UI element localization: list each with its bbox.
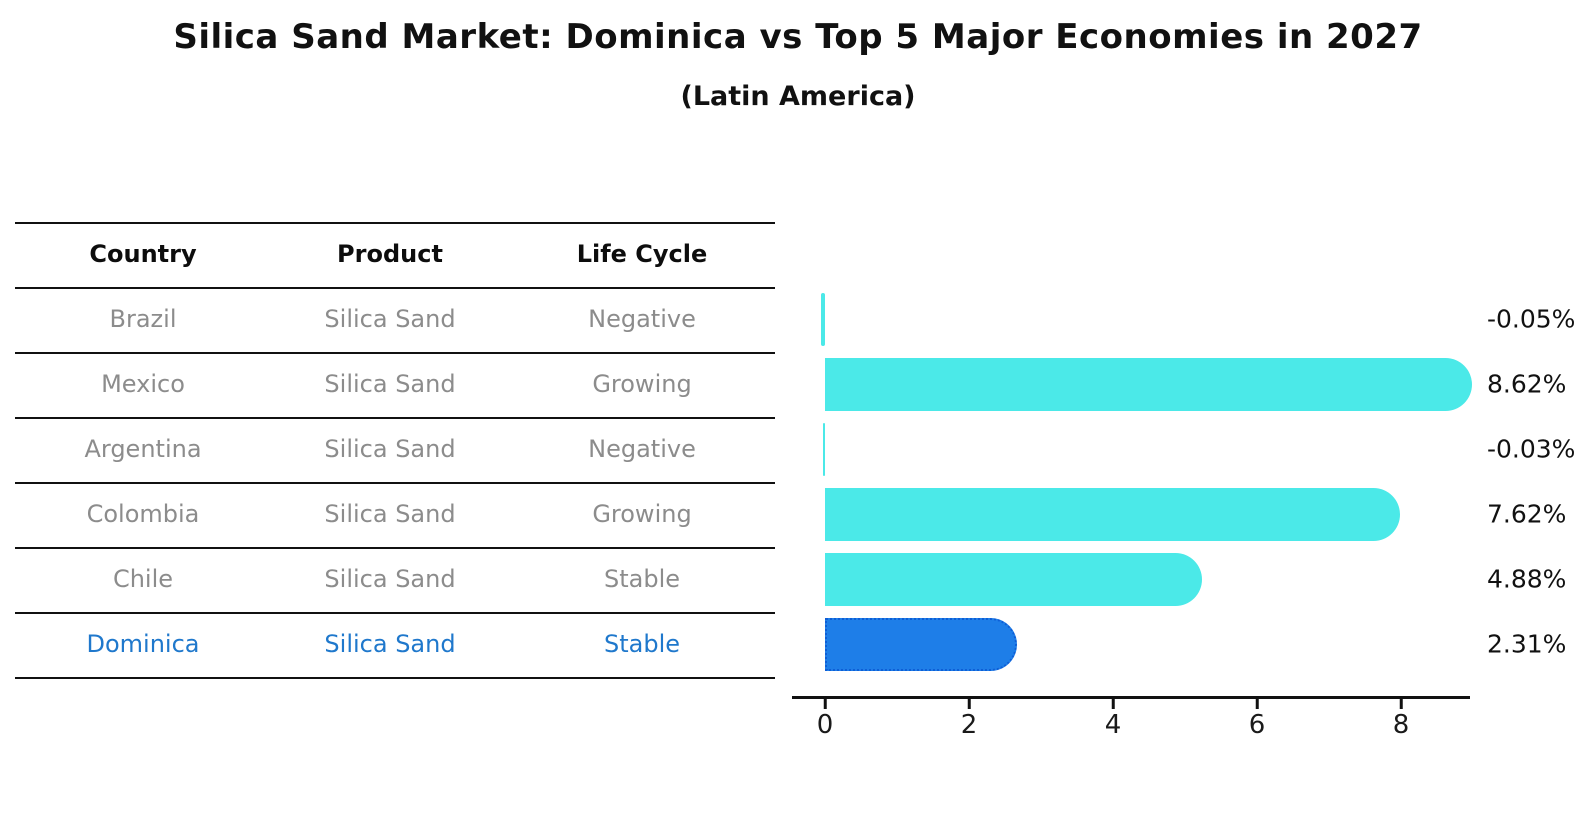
chart-subtitle: (Latin America)	[680, 81, 916, 112]
column-header-life-cycle: Life Cycle	[576, 240, 708, 268]
cell-country: Dominica	[86, 630, 200, 658]
cell-life-cycle: Growing	[592, 370, 692, 398]
table-divider-line	[15, 677, 775, 679]
column-header-country: Country	[89, 240, 197, 268]
bar	[821, 292, 825, 346]
bar	[825, 552, 1203, 606]
cell-life-cycle: Negative	[588, 435, 696, 463]
bar	[825, 487, 1400, 541]
cell-life-cycle: Stable	[603, 630, 681, 658]
cell-country: Chile	[112, 565, 174, 593]
cell-product: Silica Sand	[324, 565, 456, 593]
cell-product: Silica Sand	[324, 435, 456, 463]
cell-life-cycle: Stable	[603, 565, 681, 593]
bar-value-label: 2.31%	[1487, 629, 1567, 659]
x-axis-tick-label: 8	[1392, 710, 1410, 740]
x-axis-tick-label: 2	[960, 710, 978, 740]
x-axis-tick-mark	[1255, 698, 1259, 709]
x-axis-tick-mark	[1399, 698, 1403, 709]
cell-product: Silica Sand	[324, 500, 456, 528]
chart-title: Silica Sand Market: Dominica vs Top 5 Ma…	[173, 17, 1423, 57]
x-axis-tick-label: 6	[1248, 710, 1266, 740]
cell-country: Colombia	[86, 500, 200, 528]
cell-life-cycle: Growing	[592, 500, 692, 528]
x-axis-line	[792, 696, 1470, 699]
cell-product: Silica Sand	[324, 630, 456, 658]
cell-country: Mexico	[101, 370, 185, 398]
x-axis-tick-mark	[967, 698, 971, 709]
table-divider-line	[15, 287, 775, 289]
bar-value-label: 8.62%	[1487, 369, 1567, 399]
x-axis-tick-mark	[823, 698, 827, 709]
x-axis-tick-mark	[1111, 698, 1115, 709]
table-divider-line	[15, 482, 775, 484]
cell-product: Silica Sand	[324, 305, 456, 333]
bar-value-label: -0.05%	[1487, 304, 1576, 334]
table-divider-line	[15, 612, 775, 614]
cell-life-cycle: Negative	[588, 305, 696, 333]
table-divider-line	[15, 547, 775, 549]
x-axis-tick-label: 0	[816, 710, 834, 740]
table-divider-line	[15, 222, 775, 224]
table-divider-line	[15, 417, 775, 419]
bar-value-label: 7.62%	[1487, 499, 1567, 529]
cell-product: Silica Sand	[324, 370, 456, 398]
cell-country: Argentina	[84, 435, 202, 463]
bar-value-label: 4.88%	[1487, 564, 1567, 594]
bar	[825, 357, 1472, 411]
bar-highlight	[825, 617, 1018, 671]
bar	[822, 422, 825, 476]
x-axis-tick-label: 4	[1104, 710, 1122, 740]
bar-value-label: -0.03%	[1487, 434, 1576, 464]
column-header-product: Product	[337, 240, 443, 268]
table-divider-line	[15, 352, 775, 354]
cell-country: Brazil	[109, 305, 177, 333]
